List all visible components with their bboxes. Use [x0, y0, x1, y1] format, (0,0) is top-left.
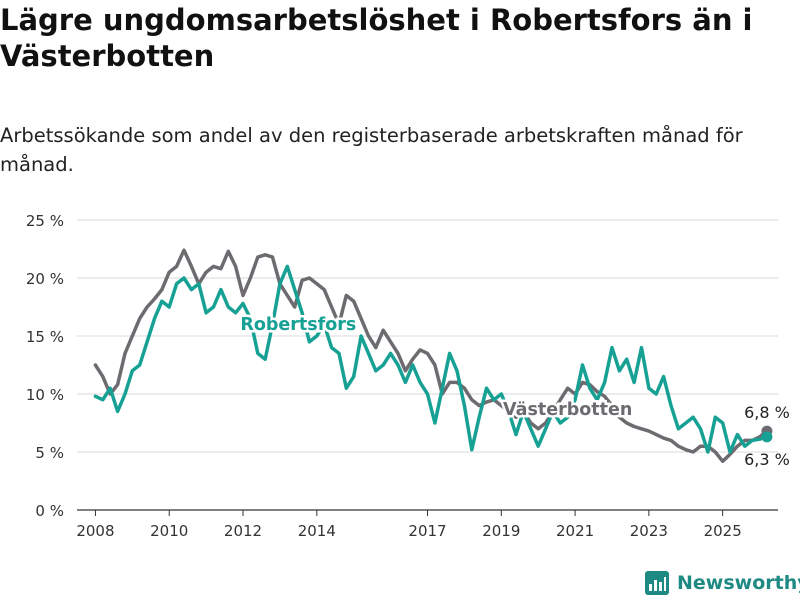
chart-title: Lägre ungdomsarbetslöshet i Robertsfors …: [0, 3, 753, 73]
y-tick-label: 10 %: [26, 386, 64, 404]
series-lines: [93, 248, 773, 464]
brand-name: Newsworthy: [677, 572, 800, 594]
series-annotations: 6,8 % 6,3 % Robertsfors Västerbotten: [238, 313, 790, 469]
end-label-robertsfors: 6,3 %: [744, 450, 790, 469]
series-line-robertsfors: [93, 264, 769, 454]
newsworthy-brand: Newsworthy: [645, 569, 800, 597]
x-tick-label: 2008: [76, 522, 114, 540]
end-point-robertsfors: [761, 431, 773, 443]
y-axis-ticks: 0 % 5 % 10 % 15 % 20 % 25 %: [26, 212, 64, 520]
x-tick-label: 2017: [408, 522, 446, 540]
x-tick-label: 2012: [224, 522, 262, 540]
series-annotation: Robertsfors: [240, 315, 356, 335]
gridlines: [77, 219, 778, 511]
x-tick-label: 2021: [556, 522, 594, 540]
newsworthy-logo-icon: [645, 571, 669, 595]
x-tick-label: 2025: [704, 522, 742, 540]
x-axis-ticks: 2008 2010 2012 2014 2017 2019 2021 2023 2025: [76, 510, 742, 540]
x-tick-label: 2023: [630, 522, 668, 540]
y-tick-label: 0 %: [35, 502, 64, 520]
series-annotation: Västerbotten: [503, 400, 632, 420]
x-tick-label: 2010: [150, 522, 188, 540]
y-tick-label: 25 %: [26, 212, 64, 230]
series-line-v-sterbotten: [93, 248, 769, 464]
y-tick-label: 5 %: [35, 444, 64, 462]
end-label-v-sterbotten: 6,8 %: [744, 403, 790, 422]
y-tick-label: 20 %: [26, 270, 64, 288]
x-tick-label: 2019: [482, 522, 520, 540]
x-tick-label: 2014: [298, 522, 336, 540]
chart-subtitle: Arbetssökande som andel av den registerb…: [0, 124, 743, 176]
y-tick-label: 15 %: [26, 328, 64, 346]
